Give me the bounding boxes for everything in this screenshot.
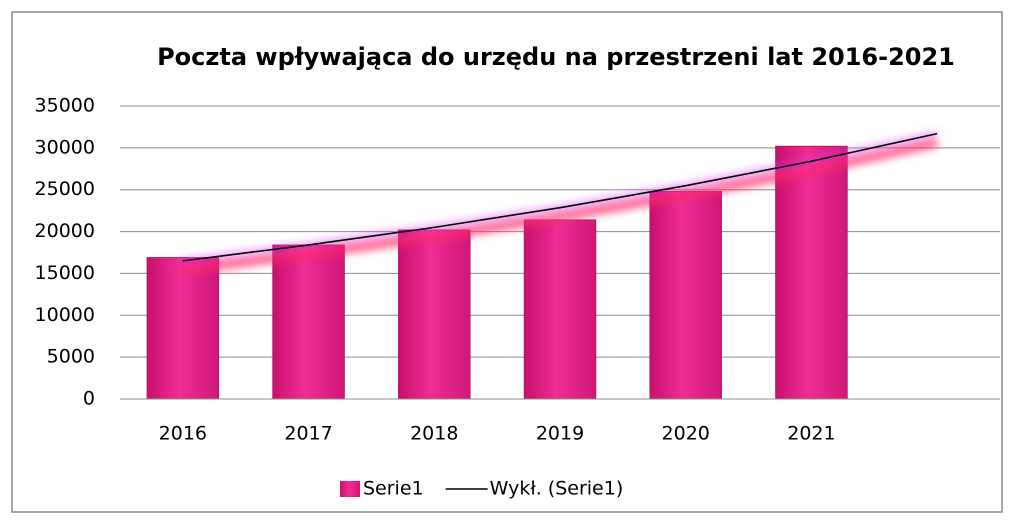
y-tick-label: 25000	[35, 178, 95, 200]
y-tick-label: 30000	[35, 136, 95, 158]
y-tick-label: 10000	[35, 304, 95, 326]
y-tick-label: 5000	[47, 346, 95, 368]
y-tick-label: 35000	[35, 95, 95, 117]
x-tick-label: 2019	[536, 423, 584, 445]
x-tick-label: 2018	[410, 423, 458, 445]
trend-glow	[182, 137, 939, 275]
bar	[649, 190, 722, 400]
x-tick-label: 2020	[662, 423, 710, 445]
legend-swatch	[340, 481, 360, 497]
bar	[523, 219, 597, 400]
x-tick-label: 2017	[284, 423, 332, 445]
legend-label: Serie1	[363, 478, 424, 500]
trend-line	[182, 132, 938, 262]
y-tick-label: 0	[83, 388, 95, 410]
x-tick-label: 2021	[787, 423, 835, 445]
bar	[272, 244, 345, 400]
bar	[398, 229, 471, 400]
y-tick-label: 15000	[35, 262, 95, 284]
y-tick-label: 20000	[35, 220, 95, 242]
bar	[775, 145, 848, 400]
x-tick-label: 2016	[159, 423, 207, 445]
legend-label: Wykł. (Serie1)	[490, 478, 624, 500]
chart-title: Poczta wpływająca do urzędu na przestrze…	[157, 43, 955, 71]
bar	[146, 257, 220, 400]
